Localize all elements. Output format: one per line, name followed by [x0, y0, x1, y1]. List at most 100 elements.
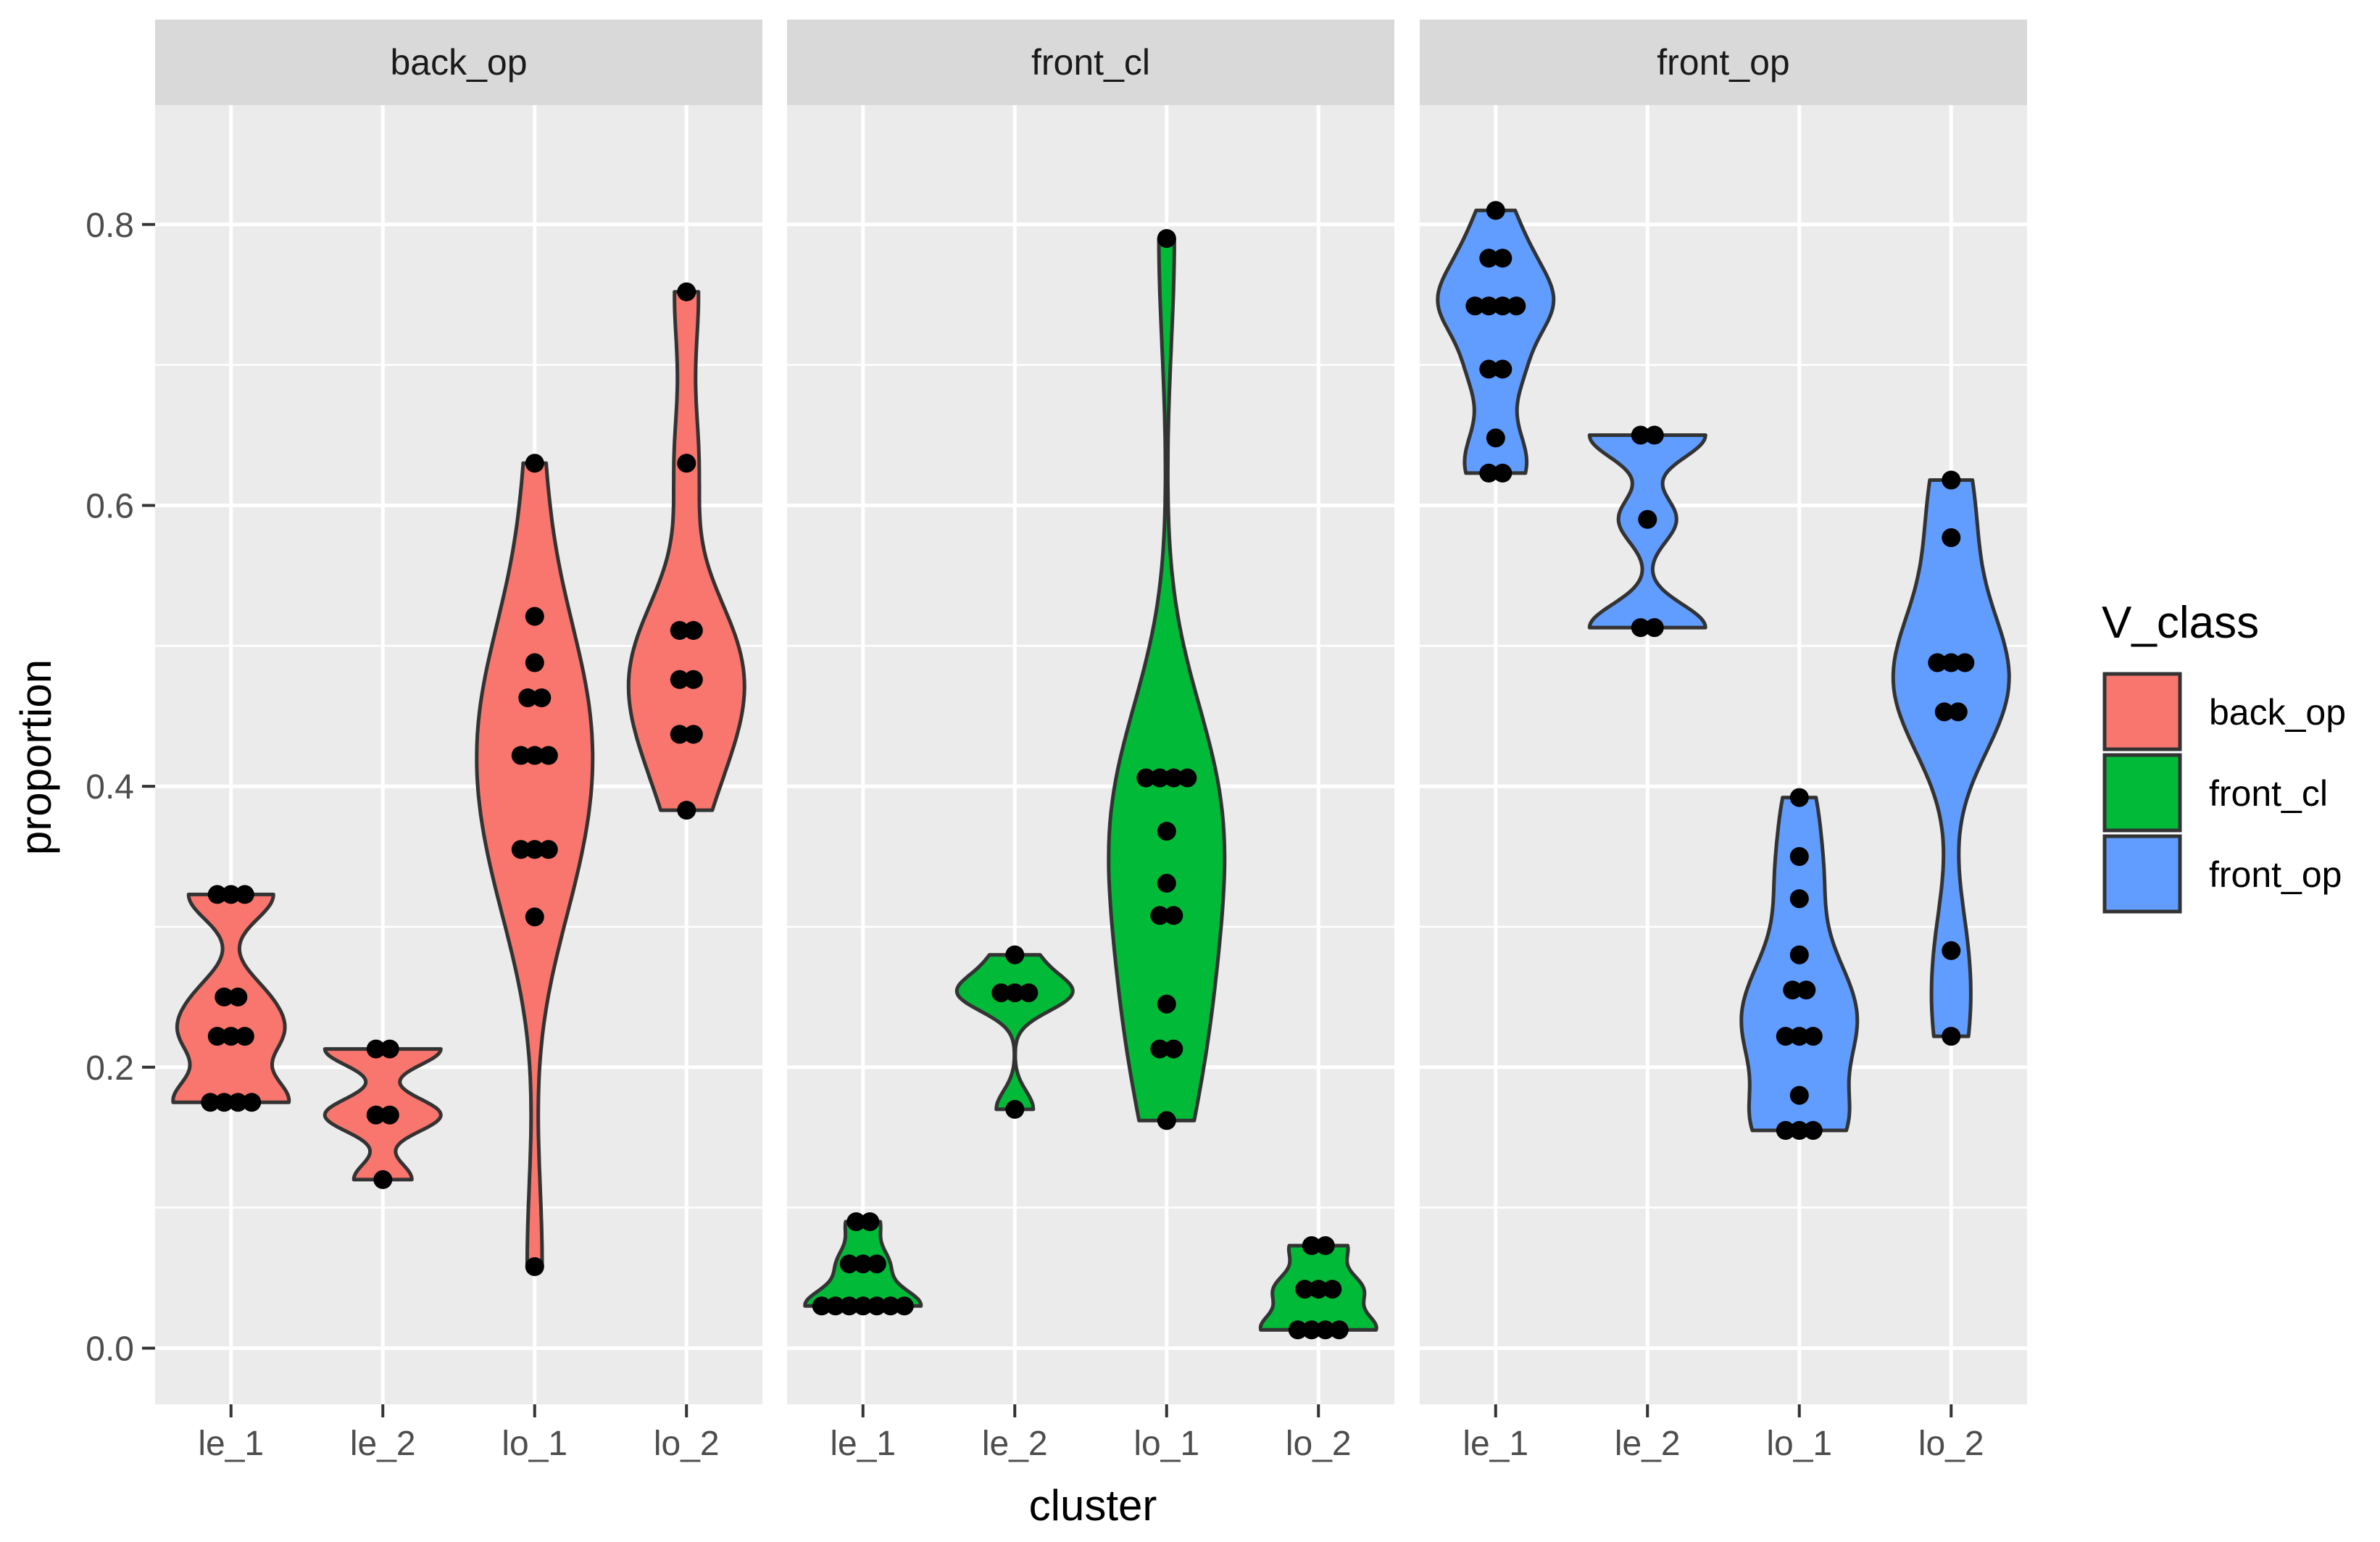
strip-label: front_op: [1657, 42, 1789, 83]
data-point: [228, 987, 248, 1007]
x-tick-label: lo_2: [1918, 1425, 1984, 1463]
data-point: [525, 454, 544, 473]
strip-label: front_cl: [1031, 42, 1150, 83]
data-point: [683, 621, 703, 640]
data-point: [1631, 425, 1650, 445]
x-tick-label: le_2: [982, 1425, 1048, 1463]
data-point: [1493, 463, 1513, 483]
data-point: [525, 1257, 544, 1276]
data-point: [812, 1296, 831, 1316]
data-point: [1315, 1320, 1335, 1340]
data-point: [1157, 1111, 1176, 1130]
data-point: [1136, 768, 1156, 788]
data-point: [215, 987, 234, 1007]
data-point: [1302, 1236, 1321, 1255]
x-tick-label: lo_1: [1766, 1425, 1832, 1463]
data-point: [1948, 702, 1968, 722]
data-point: [683, 670, 703, 689]
data-point: [853, 1296, 873, 1316]
data-point: [511, 746, 530, 765]
y-axis-title: proportion: [12, 659, 60, 855]
data-point: [235, 885, 254, 904]
data-point: [538, 746, 558, 765]
data-point: [1005, 945, 1025, 964]
data-point: [1309, 1280, 1328, 1299]
data-point: [532, 688, 552, 707]
data-point: [235, 1027, 254, 1046]
y-tick-label: 0.8: [86, 207, 134, 245]
data-point: [839, 1296, 859, 1316]
x-tick-label: le_1: [1462, 1425, 1528, 1463]
data-point: [1157, 822, 1176, 841]
data-point: [518, 688, 538, 707]
x-tick-label: lo_1: [502, 1425, 567, 1463]
y-tick-label: 0.0: [86, 1330, 134, 1368]
data-point: [1789, 1121, 1809, 1140]
data-point: [1479, 249, 1499, 268]
data-point: [677, 454, 696, 473]
data-point: [1164, 1039, 1183, 1059]
strip-label: back_op: [390, 42, 527, 83]
data-point: [373, 1170, 393, 1189]
y-tick-label: 0.6: [86, 487, 134, 525]
data-point: [1157, 994, 1176, 1014]
data-point: [1644, 618, 1664, 638]
data-point: [1942, 528, 1961, 547]
data-point: [1789, 945, 1809, 964]
data-point: [1638, 509, 1657, 529]
y-tick-label: 0.4: [86, 768, 134, 807]
data-point: [228, 1093, 248, 1112]
legend-label-back_op: back_op: [2209, 692, 2346, 733]
data-point: [1486, 201, 1505, 220]
data-point: [1157, 873, 1176, 893]
data-point: [677, 801, 696, 820]
data-point: [525, 746, 544, 765]
data-point: [380, 1039, 399, 1059]
data-point: [1288, 1320, 1307, 1340]
data-point: [1789, 847, 1809, 866]
data-point: [881, 1296, 900, 1316]
legend-key-back_op: [2102, 672, 2182, 751]
data-point: [538, 840, 558, 859]
data-point: [1157, 229, 1176, 249]
data-point: [525, 840, 544, 859]
facet-panels: back_op le_1 le_2 lo_1 lo_2 front_cl le_1 le_2 l…: [155, 20, 2027, 1463]
legend-label-front_op: front_op: [2209, 854, 2342, 895]
strip-background: [155, 20, 762, 105]
data-point: [1934, 702, 1954, 722]
data-point: [670, 670, 689, 689]
data-point: [380, 1105, 399, 1125]
data-point: [1631, 618, 1650, 638]
data-point: [1005, 1099, 1025, 1119]
data-point: [683, 725, 703, 744]
data-point: [201, 1093, 220, 1112]
data-point: [1164, 768, 1183, 788]
data-point: [1803, 1121, 1823, 1140]
data-point: [207, 1027, 227, 1046]
data-point: [1789, 889, 1809, 909]
data-point: [1486, 428, 1505, 448]
data-point: [867, 1296, 886, 1316]
data-point: [1942, 653, 1961, 672]
data-point: [525, 907, 544, 927]
x-tick-label: le_2: [350, 1425, 416, 1463]
data-point: [1302, 1320, 1321, 1340]
data-point: [1493, 359, 1513, 379]
data-point: [1507, 296, 1526, 316]
data-point: [525, 607, 544, 626]
strip-background: [787, 20, 1394, 105]
data-point: [1315, 1236, 1335, 1255]
data-point: [1150, 768, 1170, 788]
data-point: [221, 1027, 241, 1046]
data-point: [1955, 653, 1975, 672]
data-point: [207, 885, 227, 904]
data-point: [1789, 1085, 1809, 1105]
data-point: [670, 725, 689, 744]
data-point: [215, 1093, 234, 1112]
data-point: [1776, 1027, 1795, 1046]
data-point: [1019, 983, 1039, 1003]
y-axis: 0.0 0.2 0.4 0.6 0.8: [86, 207, 155, 1368]
data-point: [1942, 1027, 1961, 1046]
data-point: [511, 840, 530, 859]
